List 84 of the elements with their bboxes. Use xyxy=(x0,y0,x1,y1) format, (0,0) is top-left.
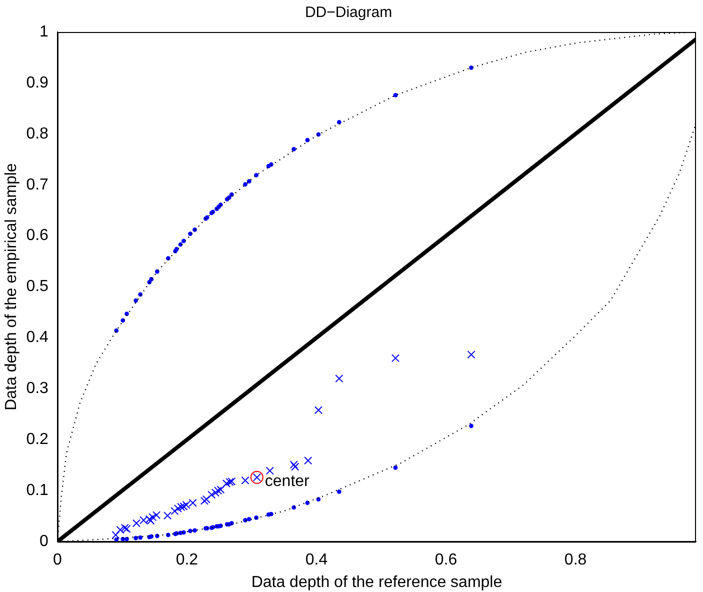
point xyxy=(164,512,172,520)
point xyxy=(291,462,300,471)
point xyxy=(467,350,476,359)
point xyxy=(304,456,312,465)
x-axis-title: Data depth of the reference sample xyxy=(251,574,502,591)
point xyxy=(166,256,170,260)
point xyxy=(188,498,197,507)
point xyxy=(214,486,222,495)
point xyxy=(228,477,236,486)
point xyxy=(254,515,258,520)
point xyxy=(132,519,140,528)
point xyxy=(180,502,188,510)
point xyxy=(122,524,131,533)
y-tick-label: 0.5 xyxy=(26,278,49,296)
point xyxy=(229,521,234,526)
x-tick-label: 0.4 xyxy=(305,552,328,569)
point xyxy=(314,406,322,414)
y-axis-title: Data depth of the empirical sample xyxy=(3,163,20,410)
point xyxy=(152,511,161,520)
point xyxy=(114,537,119,542)
point xyxy=(211,488,220,497)
point xyxy=(138,535,143,540)
point xyxy=(208,490,216,499)
point xyxy=(290,460,298,469)
point xyxy=(243,182,248,187)
point xyxy=(124,536,129,542)
point xyxy=(134,536,138,540)
point xyxy=(226,478,234,486)
y-tick-label: 0.8 xyxy=(26,125,49,142)
point xyxy=(316,497,321,502)
point xyxy=(335,374,344,383)
y-tick-label: 0.6 xyxy=(26,227,49,244)
point xyxy=(174,504,182,513)
point xyxy=(188,232,192,236)
x-tick-label: 0.6 xyxy=(434,552,458,569)
point xyxy=(391,354,400,362)
point xyxy=(393,466,398,470)
point xyxy=(134,298,138,303)
point xyxy=(182,500,190,509)
y-tick-label: 0.7 xyxy=(26,176,49,194)
y-tick-label: 0.9 xyxy=(26,74,49,92)
point xyxy=(114,328,119,333)
annotation: center xyxy=(264,472,310,490)
point xyxy=(140,516,148,524)
chart-title: DD−Diagram xyxy=(304,4,392,22)
point xyxy=(243,518,248,522)
point xyxy=(469,65,474,70)
point xyxy=(469,424,474,428)
point xyxy=(112,530,120,540)
point xyxy=(177,502,186,511)
point xyxy=(182,238,186,244)
point xyxy=(266,466,274,475)
point xyxy=(149,276,154,282)
point xyxy=(200,496,208,505)
point xyxy=(192,228,197,232)
point xyxy=(188,528,192,534)
y-tick-label: 0.1 xyxy=(26,482,49,500)
point xyxy=(192,528,197,533)
y-tick-label: 0.2 xyxy=(26,431,49,448)
point xyxy=(246,516,252,522)
point xyxy=(292,147,296,152)
point xyxy=(170,506,179,516)
y-tick-label: 0.4 xyxy=(26,329,49,346)
y-tick-label: 0 xyxy=(40,533,49,550)
point xyxy=(241,476,250,484)
point xyxy=(246,179,252,184)
point xyxy=(336,489,342,494)
point xyxy=(120,524,129,532)
point xyxy=(393,92,398,98)
point xyxy=(216,486,225,494)
point xyxy=(124,312,129,316)
point xyxy=(336,120,342,124)
point xyxy=(116,526,124,534)
point xyxy=(254,173,258,178)
point xyxy=(222,479,231,488)
point xyxy=(202,495,210,504)
y-tick-label: 0.3 xyxy=(26,380,49,398)
point xyxy=(182,530,186,535)
point xyxy=(148,513,157,522)
point xyxy=(250,470,264,484)
x-tick-label: 0.2 xyxy=(176,552,198,569)
x-tick-label: 0.8 xyxy=(564,552,587,569)
y-tick-label: 1 xyxy=(40,23,49,40)
x-tick-label: 0 xyxy=(52,552,62,569)
